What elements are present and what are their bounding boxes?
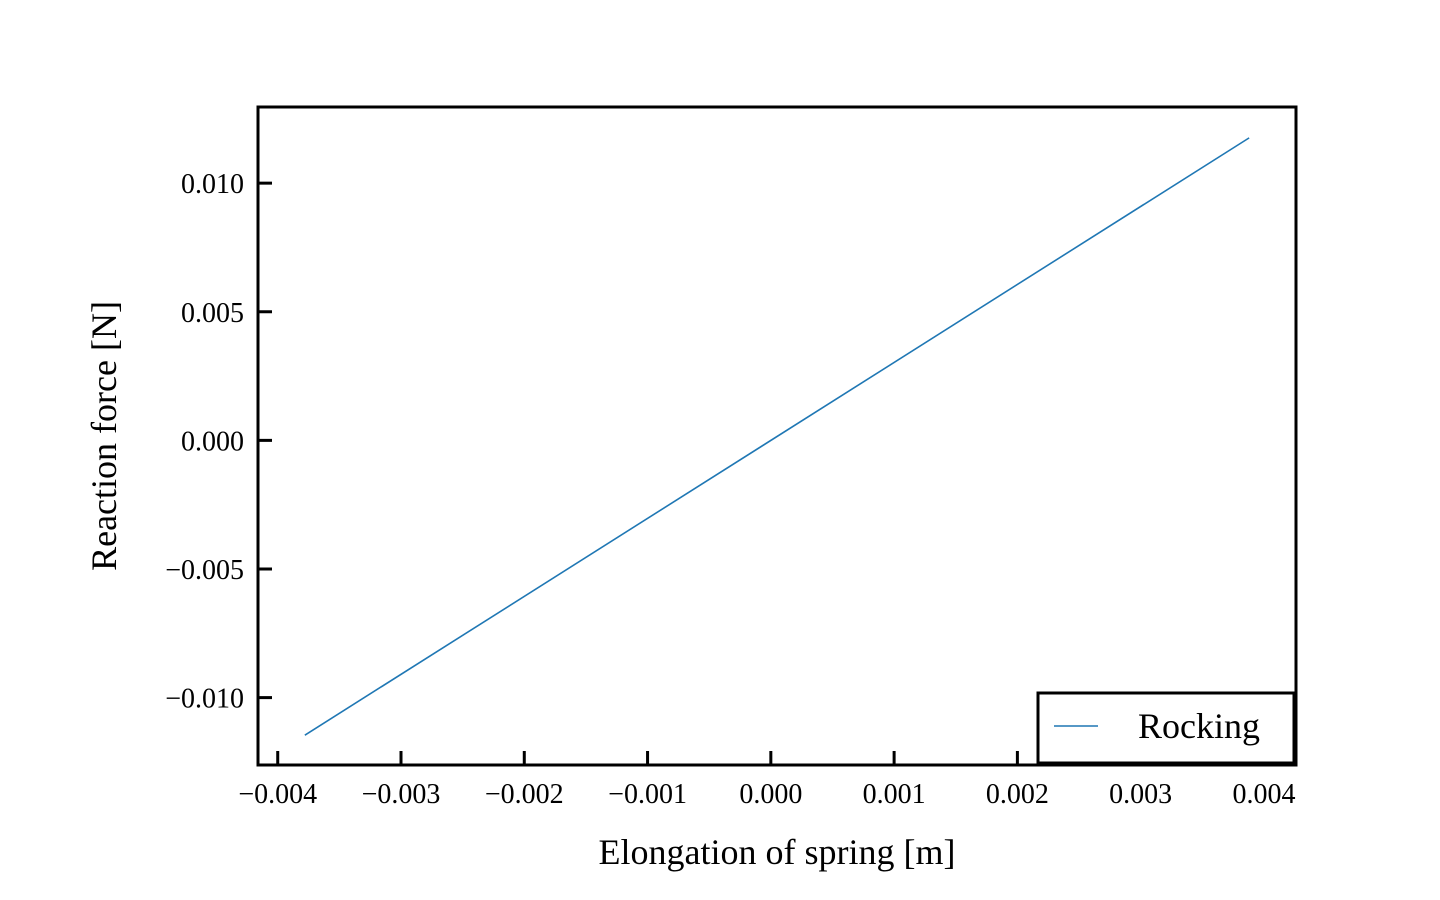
y-tick-label: 0.005 (181, 298, 244, 329)
x-tick-label: 0.001 (863, 779, 926, 810)
x-tick-label: 0.000 (739, 779, 802, 810)
legend: Rocking (1036, 691, 1296, 765)
x-axis-title: Elongation of spring [m] (599, 832, 956, 872)
x-tick-label: −0.001 (608, 779, 687, 810)
x-tick-label: 0.004 (1232, 779, 1295, 810)
legend-label-rocking: Rocking (1138, 706, 1260, 746)
x-tick-label: −0.003 (362, 779, 441, 810)
legend-box (1036, 691, 1296, 765)
y-tick-label: −0.010 (165, 684, 244, 715)
y-tick-label: 0.000 (181, 426, 244, 457)
x-tick-label: −0.002 (485, 779, 564, 810)
series-line-rocking (304, 137, 1250, 736)
x-tick-label: −0.004 (238, 779, 317, 810)
y-axis-title: Reaction force [N] (84, 301, 124, 571)
x-tick-label: 0.003 (1109, 779, 1172, 810)
plot-frame (256, 105, 1298, 767)
y-tick-label: 0.010 (181, 169, 244, 200)
series-layer (304, 137, 1250, 736)
y-tick-label: −0.005 (165, 555, 244, 586)
x-tick-label: 0.002 (986, 779, 1049, 810)
ticks-layer: −0.004 −0.003 −0.002 −0.001 0.000 0.001 0.002 0… (165, 169, 1295, 810)
